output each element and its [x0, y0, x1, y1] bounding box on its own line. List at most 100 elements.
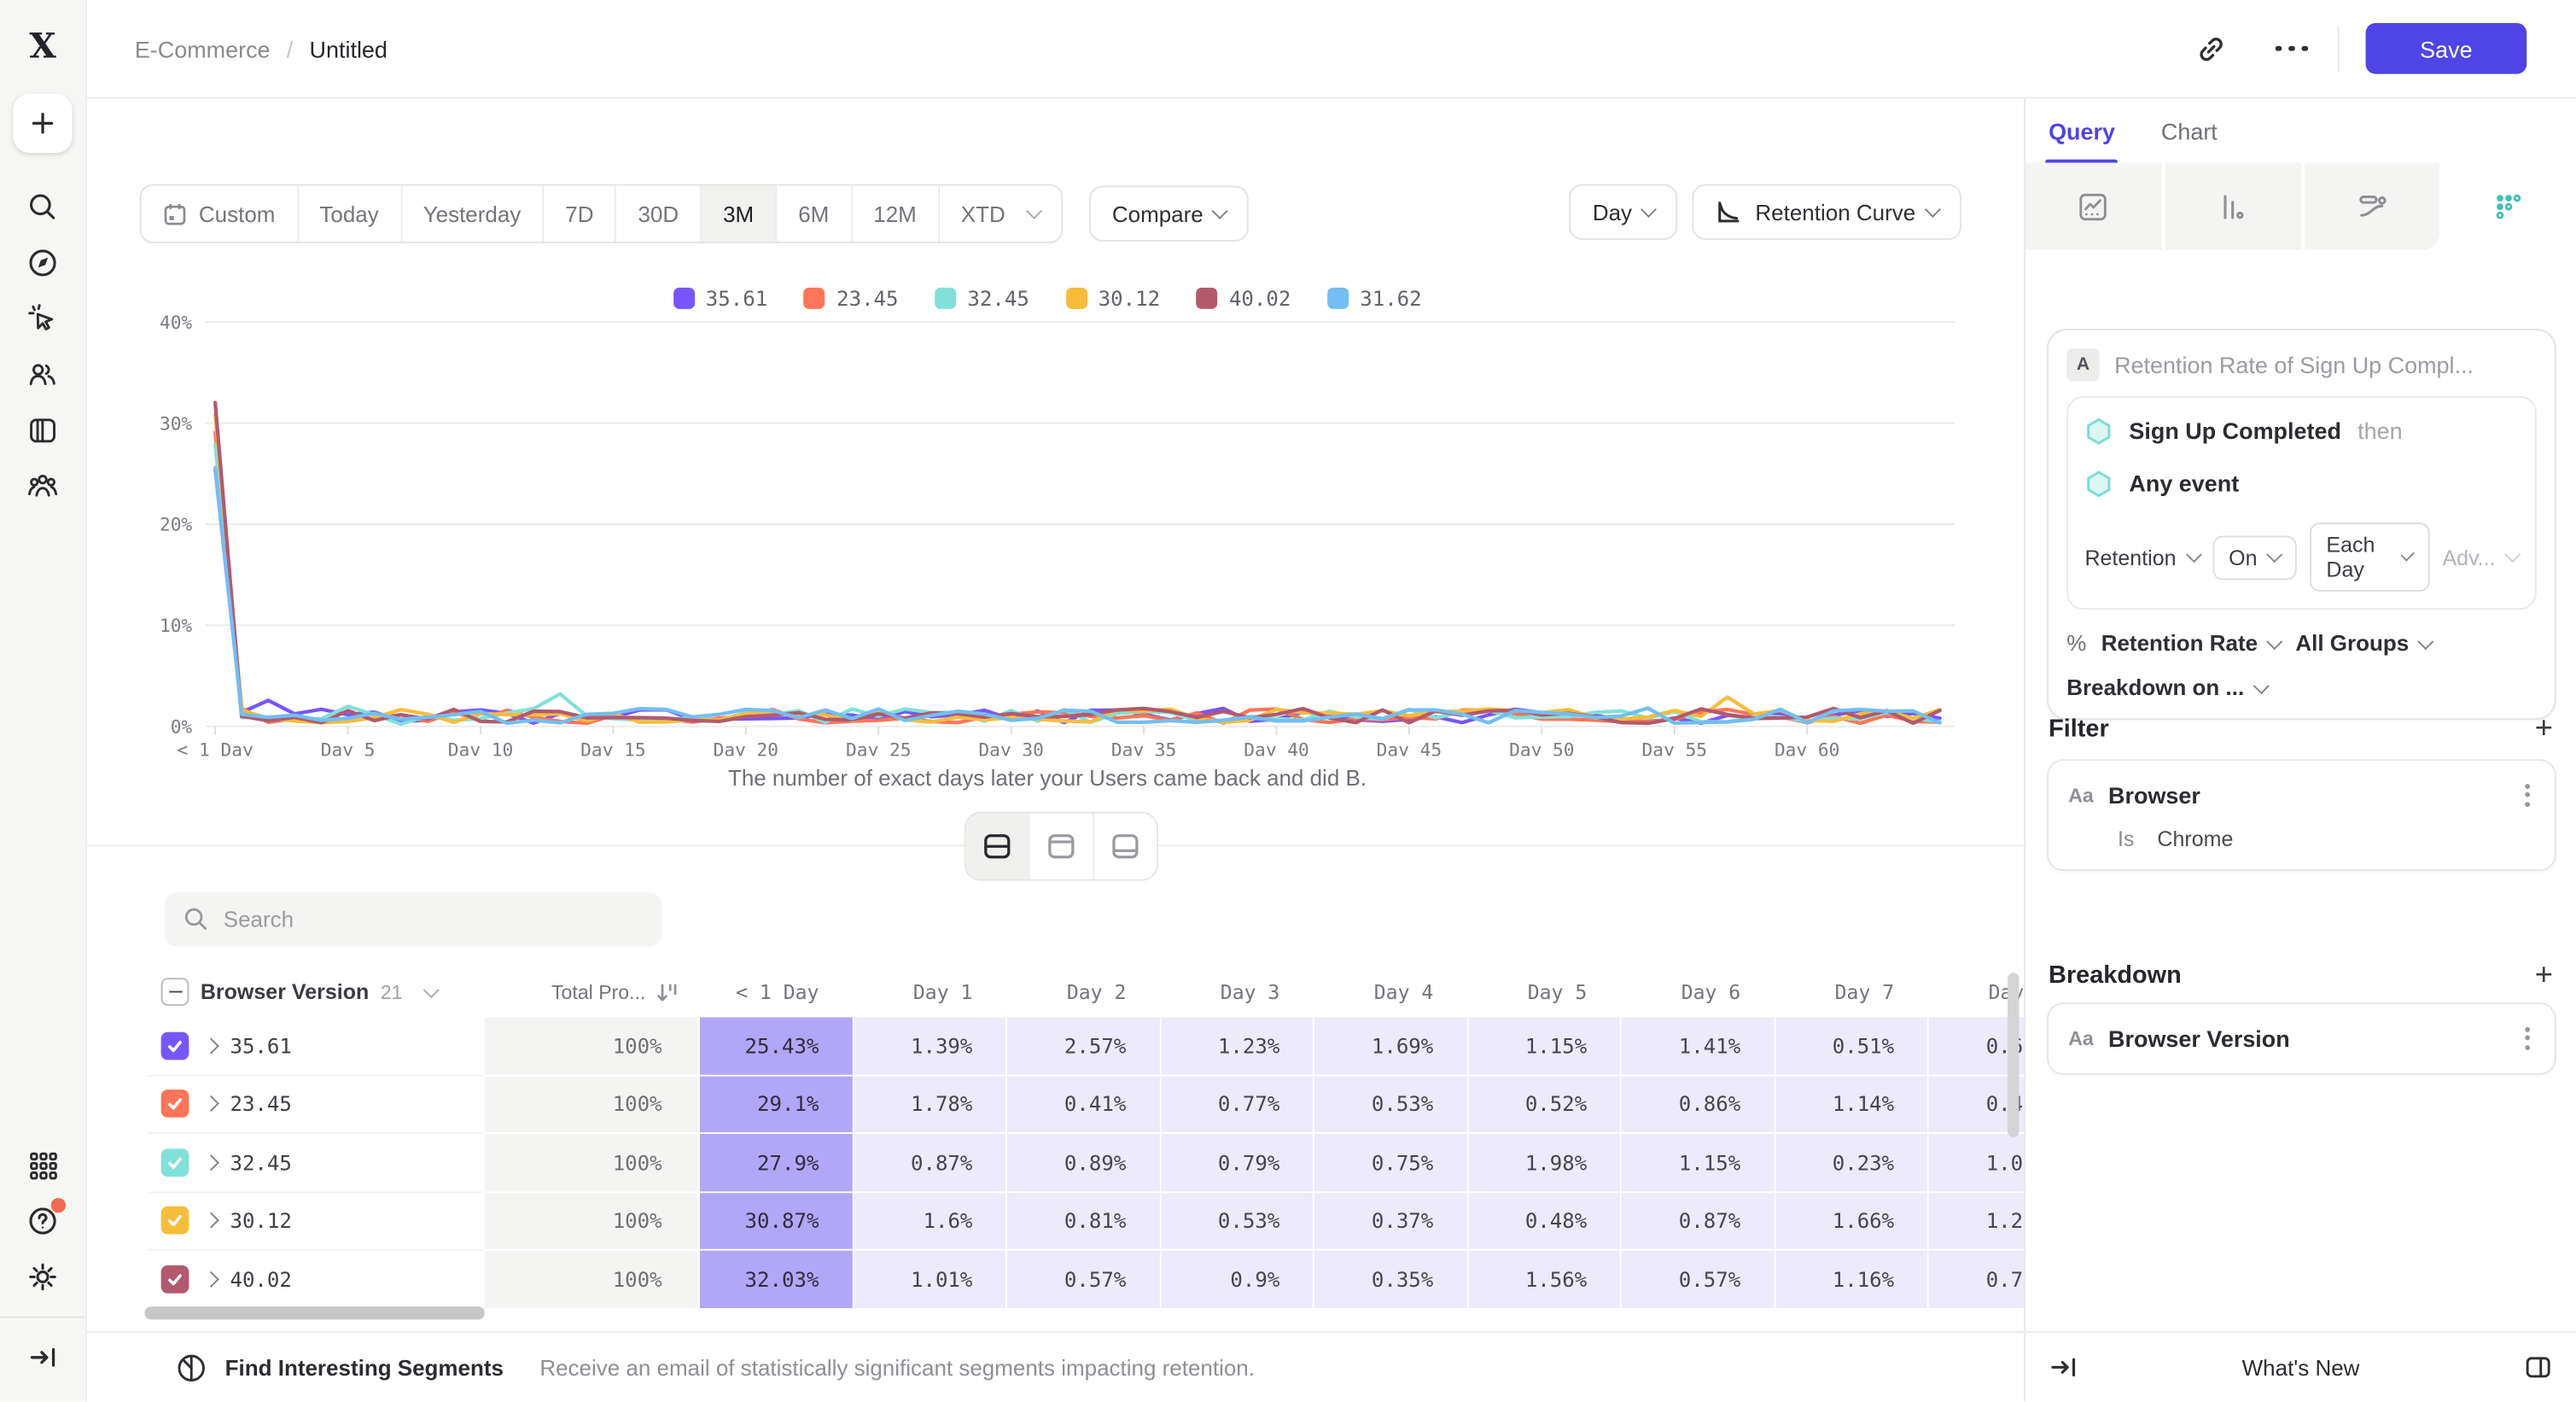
breakdown-kebab-menu[interactable]	[2520, 1022, 2534, 1054]
retention-line-chart[interactable]: 0% 10% 20% 30% 40% < 1 Day Day 5 Day 10 Day 15 Da…	[140, 313, 1955, 756]
search-nav-icon[interactable]	[15, 179, 70, 235]
range-xtd[interactable]: XTD	[940, 185, 1061, 241]
expand-sidebar-icon[interactable]	[15, 1329, 70, 1385]
on-dropdown[interactable]: On	[2212, 535, 2297, 580]
retention-report-icon[interactable]	[2439, 162, 2576, 250]
add-breakdown-button[interactable]: +	[2534, 958, 2553, 993]
range-today[interactable]: Today	[298, 185, 402, 242]
total-column-header[interactable]: Total Pro...	[485, 980, 698, 1003]
svg-text:Day 20: Day 20	[714, 739, 778, 756]
day-column-header[interactable]: Day 5	[1527, 980, 1588, 1004]
range-6m[interactable]: 6M	[777, 185, 853, 242]
each-day-dropdown[interactable]: Each Day	[2310, 523, 2430, 592]
hexagon-event-icon	[2084, 470, 2113, 498]
horizontal-scrollbar[interactable]	[144, 1306, 485, 1320]
expand-row-icon[interactable]	[202, 1271, 219, 1288]
segments-footer: Find Interesting Segments Receive an ema…	[85, 1331, 2025, 1402]
funnels-report-icon[interactable]	[2165, 162, 2305, 250]
range-30d[interactable]: 30D	[616, 185, 702, 242]
legend-item-23-45[interactable]: 23.45	[803, 286, 899, 311]
more-menu-icon[interactable]	[2272, 45, 2311, 52]
layout-toggle-split-horizontal-icon[interactable]	[965, 813, 1030, 879]
svg-text:30%: 30%	[160, 412, 192, 434]
layout-toggle-panel-top-icon[interactable]	[1030, 813, 1094, 879]
users-icon[interactable]	[15, 347, 70, 402]
create-button[interactable]	[13, 93, 73, 153]
table-group-header[interactable]: Browser Version 21	[148, 978, 485, 1006]
breakdown-property[interactable]: Browser Version	[2108, 1025, 2290, 1052]
side-panel-icon[interactable]	[2523, 1352, 2553, 1382]
tab-chart[interactable]: Chart	[2160, 117, 2218, 144]
legend-item-31-62[interactable]: 31.62	[1326, 286, 1422, 311]
row-day-cell: 0.73%	[1926, 1250, 2025, 1310]
range-7d[interactable]: 7D	[544, 185, 617, 242]
legend-item-30-12[interactable]: 30.12	[1065, 286, 1160, 311]
day-column-header[interactable]: Day 1	[912, 980, 973, 1004]
row-day-cell: 32.03%	[697, 1250, 852, 1310]
compare-button[interactable]: Compare	[1088, 185, 1250, 242]
day-column-header[interactable]: Day 7	[1834, 980, 1895, 1004]
select-all-checkbox[interactable]	[160, 978, 189, 1006]
day-column-header[interactable]: < 1 Day	[736, 980, 819, 1004]
measure-dropdown[interactable]: Retention Rate	[2101, 631, 2283, 656]
row-total-cell: 100%	[484, 1192, 698, 1251]
row-checkbox[interactable]	[160, 1148, 189, 1177]
event-a-row[interactable]: Sign Up Completed then	[2084, 404, 2518, 457]
filter-property[interactable]: Browser	[2108, 781, 2200, 809]
breakdown-on-dropdown[interactable]: Breakdown on ...	[2066, 675, 2270, 700]
advanced-dropdown[interactable]: Adv...	[2442, 545, 2521, 570]
granularity-dropdown[interactable]: Day	[1569, 184, 1678, 241]
day-column-header[interactable]: Day 3	[1220, 980, 1280, 1004]
settings-gear-icon[interactable]	[15, 1249, 70, 1305]
left-sidebar: X	[0, 0, 88, 1402]
expand-row-icon[interactable]	[202, 1154, 219, 1171]
find-segments-link[interactable]: Find Interesting Segments	[224, 1354, 504, 1380]
range-12m[interactable]: 12M	[852, 185, 940, 242]
day-column-header[interactable]: Day 4	[1373, 980, 1434, 1004]
row-checkbox[interactable]	[160, 1265, 189, 1294]
save-button[interactable]: Save	[2365, 22, 2527, 74]
query-name[interactable]: Retention Rate of Sign Up Compl...	[2114, 351, 2474, 378]
insights-report-icon[interactable]	[2025, 162, 2165, 250]
apps-grid-icon[interactable]	[15, 1137, 70, 1193]
collapse-panel-icon[interactable]	[2049, 1352, 2078, 1382]
tab-query[interactable]: Query	[2045, 98, 2119, 165]
cohorts-icon[interactable]	[15, 459, 70, 514]
event-b-row[interactable]: Any event	[2084, 457, 2518, 510]
vertical-scrollbar[interactable]	[2007, 973, 2019, 1137]
search-input[interactable]	[164, 892, 662, 947]
filter-operator[interactable]: Is	[2117, 826, 2135, 851]
chart-type-dropdown[interactable]: Retention Curve	[1693, 184, 1962, 241]
expand-row-icon[interactable]	[202, 1095, 219, 1113]
range-3m[interactable]: 3M	[702, 185, 778, 242]
panel-footer: What's New	[2025, 1331, 2576, 1402]
layout-toggle-panel-bottom-icon[interactable]	[1094, 814, 1157, 879]
add-filter-button[interactable]: +	[2534, 711, 2553, 746]
range-yesterday[interactable]: Yesterday	[402, 185, 545, 242]
svg-text:Day 10: Day 10	[448, 739, 513, 756]
row-checkbox[interactable]	[160, 1206, 189, 1235]
events-cursor-icon[interactable]	[15, 291, 70, 347]
flows-report-icon[interactable]	[2304, 162, 2440, 250]
breadcrumb-project[interactable]: E-Commerce	[134, 35, 271, 62]
filter-kebab-menu[interactable]	[2520, 779, 2534, 811]
expand-row-icon[interactable]	[202, 1037, 219, 1054]
row-checkbox[interactable]	[160, 1031, 189, 1060]
day-column-header[interactable]: Day 2	[1066, 980, 1127, 1004]
legend-item-40-02[interactable]: 40.02	[1196, 286, 1291, 311]
boards-icon[interactable]	[15, 403, 70, 459]
filter-value[interactable]: Chrome	[2157, 826, 2234, 851]
row-checkbox[interactable]	[160, 1089, 189, 1119]
range-custom[interactable]: Custom	[142, 185, 299, 242]
expand-row-icon[interactable]	[202, 1212, 219, 1230]
legend-item-32-45[interactable]: 32.45	[934, 286, 1029, 311]
breadcrumb-title[interactable]: Untitled	[309, 35, 388, 62]
legend-item-35-61[interactable]: 35.61	[673, 286, 767, 311]
discover-compass-icon[interactable]	[15, 235, 70, 290]
groups-dropdown[interactable]: All Groups	[2295, 631, 2434, 656]
help-icon[interactable]	[15, 1193, 70, 1248]
copy-link-icon[interactable]	[2187, 24, 2236, 73]
whats-new-link[interactable]: What's New	[2241, 1354, 2360, 1380]
retention-type-dropdown[interactable]: Retention	[2084, 545, 2202, 570]
day-column-header[interactable]: Day 6	[1681, 980, 1741, 1004]
